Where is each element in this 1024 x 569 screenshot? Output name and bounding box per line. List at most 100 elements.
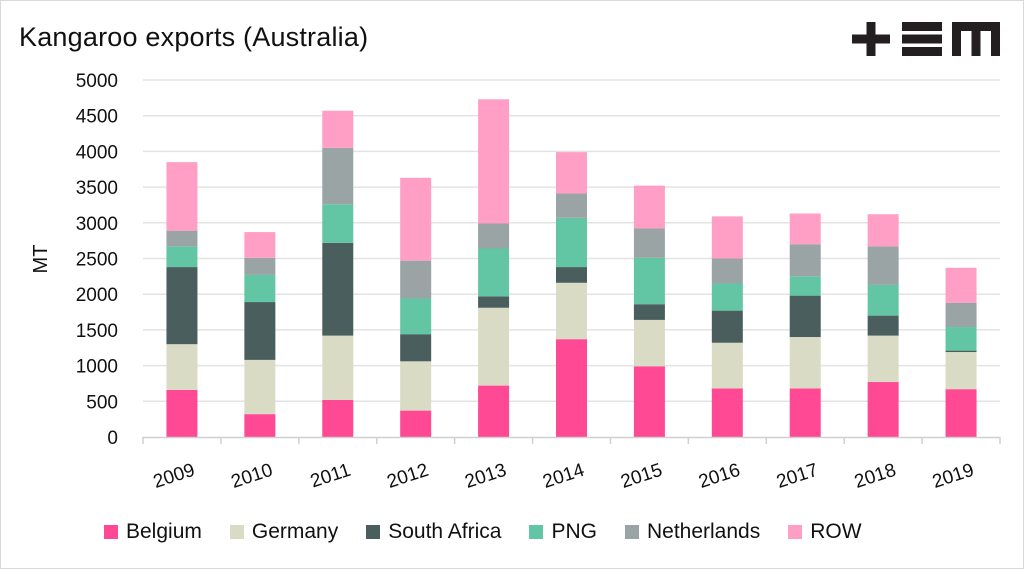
logo-e-mid xyxy=(902,34,942,44)
bars xyxy=(166,99,977,437)
legend-item-row: ROW xyxy=(788,520,862,544)
bar-germany-2012 xyxy=(400,361,432,411)
bar-stack-2019 xyxy=(945,267,977,437)
x-tick-label: 2012 xyxy=(385,460,432,493)
bar-south-africa-2011 xyxy=(322,242,354,336)
x-tick-label: 2013 xyxy=(462,460,509,493)
bar-stack-2013 xyxy=(478,99,510,437)
legend-item-netherlands: Netherlands xyxy=(624,520,761,544)
bar-germany-2018 xyxy=(867,335,899,383)
bar-png-2009 xyxy=(166,246,198,268)
bar-row-2012 xyxy=(400,177,432,261)
bar-germany-2009 xyxy=(166,344,198,390)
x-tick-label: 2016 xyxy=(696,460,743,493)
bar-belgium-2015 xyxy=(633,366,665,437)
bar-stack-2009 xyxy=(166,162,198,437)
bar-south-africa-2018 xyxy=(867,315,899,336)
x-tick-label: 2009 xyxy=(151,460,198,493)
legend-swatch xyxy=(529,525,544,539)
bar-south-africa-2014 xyxy=(556,267,587,283)
logo-e-bot xyxy=(902,47,942,56)
y-tick-label: 3000 xyxy=(76,214,118,235)
y-tick-label: 2000 xyxy=(76,285,118,306)
bar-belgium-2017 xyxy=(789,388,821,437)
bar-germany-2014 xyxy=(556,282,587,340)
legend-label: Netherlands xyxy=(646,520,761,543)
bar-png-2016 xyxy=(711,283,743,311)
y-tick-label: 4500 xyxy=(76,107,118,128)
bar-row-2009 xyxy=(166,162,198,231)
y-axis-ticks: 0 500 1000 1500 2000 2500 3000 3500 4000 4500 5000 xyxy=(76,71,118,449)
bar-germany-2016 xyxy=(711,342,743,389)
bar-stack-2011 xyxy=(322,110,354,437)
x-tick-label: 2010 xyxy=(229,460,276,493)
legend: Belgium Germany South Africa PNG Netherlands… xyxy=(104,520,890,544)
legend-swatch xyxy=(229,525,244,539)
bar-stack-2014 xyxy=(556,152,587,437)
y-tick-label: 4000 xyxy=(76,142,118,163)
bar-png-2013 xyxy=(478,248,510,297)
bar-netherlands-2017 xyxy=(789,244,821,277)
y-tick-label: 1000 xyxy=(76,357,118,378)
x-tick-label: 2015 xyxy=(618,460,665,493)
bar-south-africa-2019 xyxy=(945,350,977,353)
bar-germany-2011 xyxy=(322,335,354,400)
bar-row-2017 xyxy=(789,213,821,245)
bar-netherlands-2011 xyxy=(322,147,354,205)
bar-germany-2010 xyxy=(244,359,276,415)
y-axis-title: MT xyxy=(30,245,52,274)
x-tick-label: 2019 xyxy=(930,460,977,493)
bar-netherlands-2013 xyxy=(478,223,510,249)
bar-row-2010 xyxy=(244,232,276,258)
legend-label: South Africa xyxy=(388,520,502,543)
y-tick-label: 5000 xyxy=(76,71,118,92)
bar-png-2014 xyxy=(556,217,587,268)
bar-stack-2010 xyxy=(244,232,276,437)
logo-m xyxy=(952,22,1000,56)
x-axis: 2009 2010 2011 2012 2013 2014 2015 2016 2017 2018… xyxy=(142,436,1001,493)
bar-belgium-2019 xyxy=(945,389,977,437)
bar-south-africa-2016 xyxy=(711,310,743,343)
bar-png-2012 xyxy=(400,298,432,335)
bar-belgium-2016 xyxy=(711,388,743,437)
bar-netherlands-2018 xyxy=(867,246,899,285)
legend-label: Germany xyxy=(251,520,339,543)
logo-e-top xyxy=(902,22,942,31)
y-tick-label: 500 xyxy=(86,392,118,413)
bar-stack-2017 xyxy=(789,213,821,437)
bar-netherlands-2012 xyxy=(400,260,432,299)
bar-germany-2013 xyxy=(478,307,510,386)
x-tick-label: 2017 xyxy=(774,460,821,493)
bar-belgium-2012 xyxy=(400,410,432,437)
legend-item-png: PNG xyxy=(529,520,597,544)
bar-png-2017 xyxy=(789,276,821,296)
bar-south-africa-2010 xyxy=(244,302,276,360)
logo-plus-v xyxy=(866,22,876,56)
bar-stack-2016 xyxy=(711,216,743,437)
legend-item-south-africa: South Africa xyxy=(366,520,501,544)
legend-swatch xyxy=(624,525,639,539)
bar-row-2018 xyxy=(867,214,899,247)
bar-row-2016 xyxy=(711,216,743,259)
bar-png-2018 xyxy=(867,284,899,316)
bar-south-africa-2012 xyxy=(400,334,432,362)
bar-belgium-2018 xyxy=(867,382,899,437)
bar-row-2014 xyxy=(556,152,587,194)
x-tick-label: 2014 xyxy=(540,460,587,493)
bar-png-2011 xyxy=(322,204,354,243)
bar-row-2013 xyxy=(478,99,510,224)
y-tick-label: 0 xyxy=(107,428,118,449)
bar-belgium-2014 xyxy=(556,339,587,437)
bar-south-africa-2013 xyxy=(478,296,510,308)
bar-png-2010 xyxy=(244,274,276,303)
bar-stack-2015 xyxy=(633,185,665,437)
bar-netherlands-2015 xyxy=(633,228,665,258)
bar-netherlands-2014 xyxy=(556,193,587,218)
tem-logo xyxy=(852,22,1000,56)
bar-netherlands-2009 xyxy=(166,230,198,247)
bar-stack-2012 xyxy=(400,177,432,437)
bar-row-2011 xyxy=(322,110,354,148)
bar-belgium-2013 xyxy=(478,385,510,437)
bar-south-africa-2015 xyxy=(633,304,665,320)
